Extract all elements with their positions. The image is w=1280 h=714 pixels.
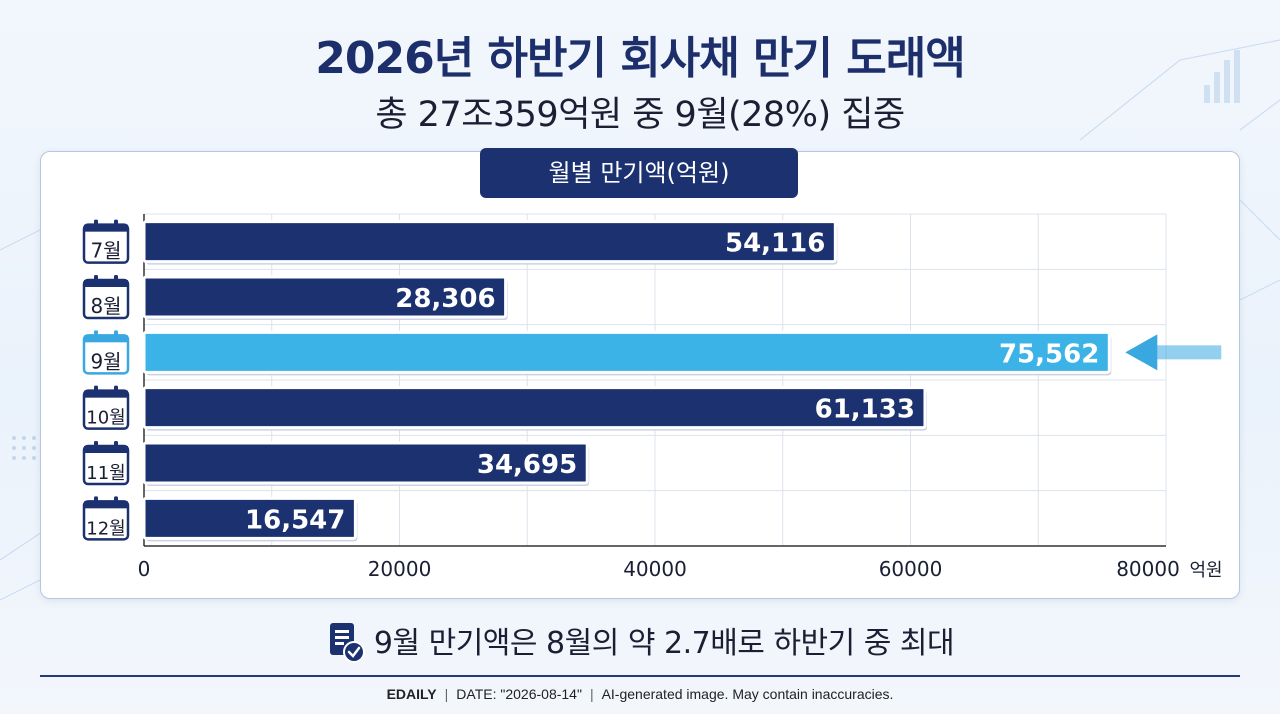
month-calendar-icon: 10월 (82, 385, 130, 430)
month-calendar-icon: 9월 (82, 330, 130, 375)
highlight-arrow-icon (1125, 334, 1222, 371)
footer-disclaimer: AI-generated image. May contain inaccura… (601, 686, 894, 702)
grid-lines (143, 213, 1167, 547)
bar-0 (142, 220, 837, 264)
bar-3 (142, 386, 927, 430)
category-label: 7월 (90, 239, 121, 263)
summary-note-text: 9월 만기액은 8월의 약 2.7배로 하반기 중 최대 (373, 626, 955, 661)
bars: 54,116 28,306 75,562 61,133 34,695 16,547 (142, 220, 1222, 542)
bar-4 (142, 441, 589, 485)
footer-brand: EDAILY (386, 686, 437, 702)
month-calendar-icon: 8월 (82, 275, 130, 320)
chart-header: 월별 만기액(억원) (480, 148, 798, 198)
category-label: 9월 (90, 349, 121, 373)
category-label: 11월 (86, 463, 125, 484)
category-labels: 7월 8월 9월 10월 11월 12월 (82, 219, 130, 541)
bar-value-label: 34,695 (477, 450, 577, 480)
x-tick-labels: 0 20000 40000 60000 80000 억원 (138, 557, 1223, 581)
checklist-icon (326, 621, 366, 663)
bar-1 (142, 275, 508, 319)
x-unit-label: 억원 (1189, 560, 1222, 581)
month-calendar-icon: 7월 (82, 219, 130, 264)
x-tick-label: 20000 (368, 557, 432, 581)
x-tick-label: 40000 (623, 557, 687, 581)
bar-value-label: 54,116 (725, 229, 825, 259)
bar-value-label: 28,306 (395, 284, 495, 314)
page-title: 2026년 하반기 회사채 만기 도래액 (315, 33, 966, 84)
footer: EDAILY | DATE: "2026-08-14" | AI-generated i… (0, 686, 1280, 702)
footer-separator: | (444, 686, 449, 702)
footer-separator: | (589, 686, 594, 702)
category-label: 10월 (86, 408, 125, 429)
category-label: 8월 (90, 294, 121, 318)
x-tick-label: 60000 (879, 557, 943, 581)
x-tick-label: 80000 (1116, 557, 1180, 581)
category-label: 12월 (86, 518, 125, 539)
x-tick-label: 0 (138, 557, 151, 581)
summary-note: 9월 만기액은 8월의 약 2.7배로 하반기 중 최대 (0, 618, 1280, 666)
bar-5 (142, 496, 357, 540)
bar-value-label: 61,133 (815, 395, 915, 425)
bar-value-label: 16,547 (245, 505, 345, 535)
month-calendar-icon: 11월 (82, 441, 130, 486)
bar-value-label: 75,562 (999, 339, 1099, 369)
bar-2 (142, 330, 1111, 374)
footer-date: DATE: "2026-08-14" (456, 686, 582, 702)
footer-divider (40, 675, 1240, 677)
page-subtitle: 총 27조359억원 중 9월(28%) 집중 (375, 95, 905, 135)
month-calendar-icon: 12월 (82, 496, 130, 541)
